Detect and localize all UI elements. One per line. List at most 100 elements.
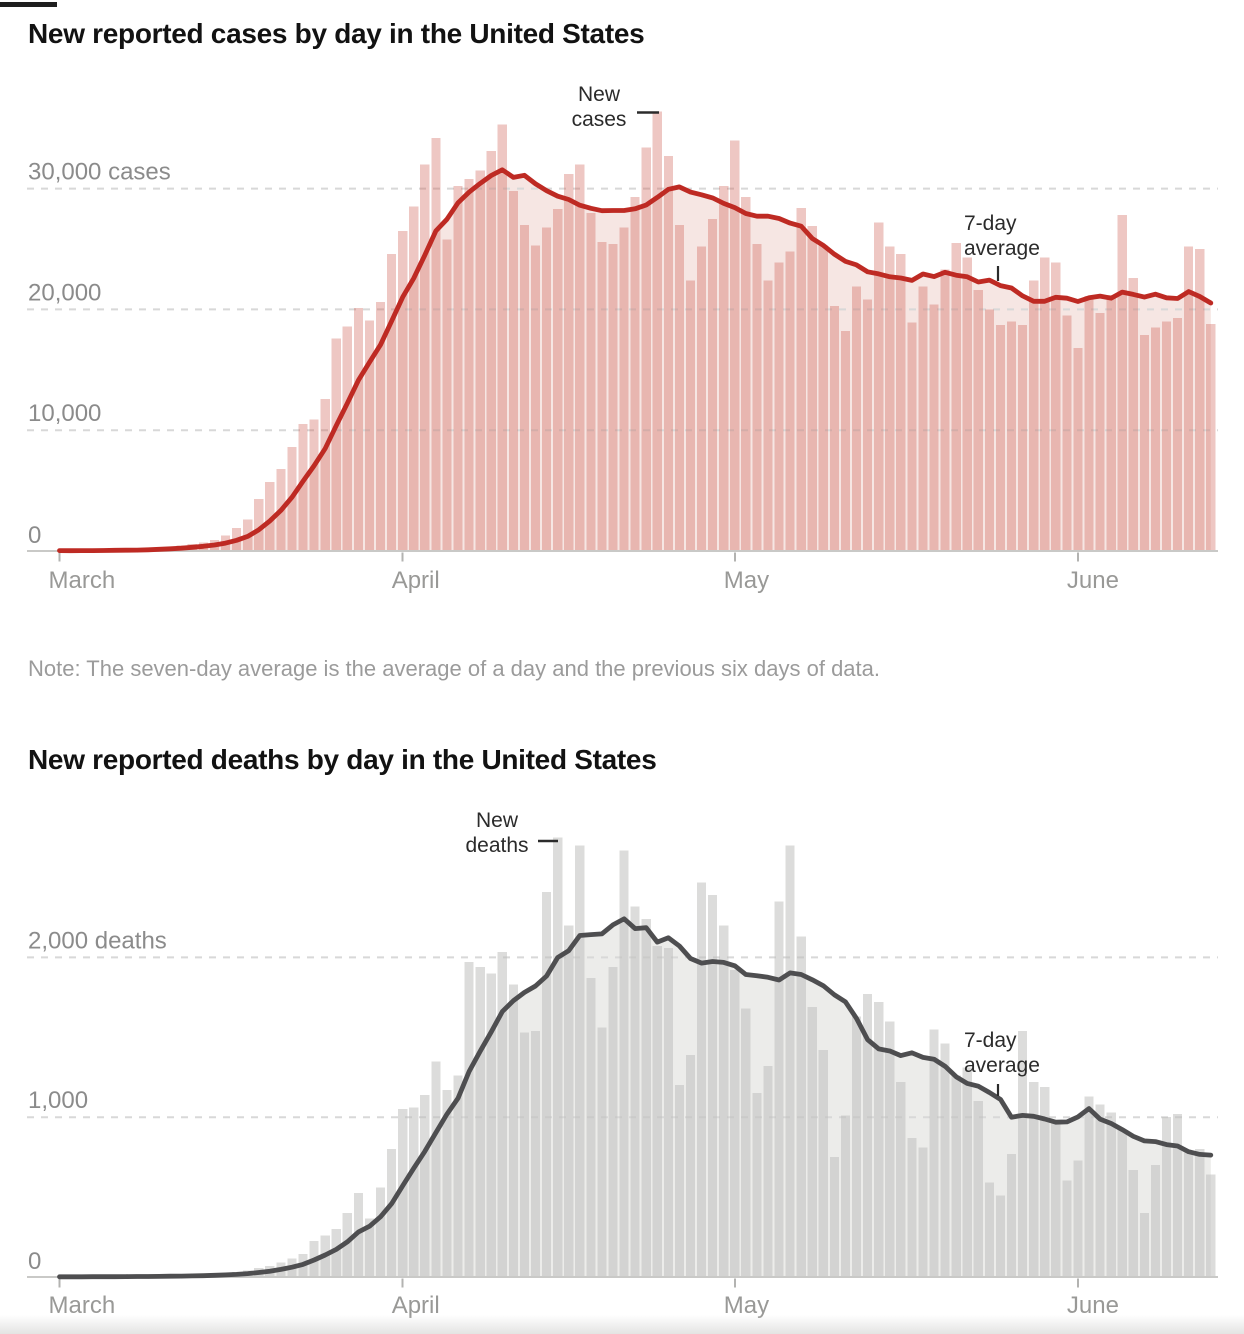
bar	[851, 1016, 862, 1277]
bar	[398, 1109, 408, 1277]
bar	[409, 206, 419, 551]
bar	[597, 1027, 607, 1277]
bar	[829, 1157, 839, 1277]
cases-bar-annotation: New cases	[556, 82, 642, 132]
bar	[597, 241, 607, 552]
annotation-line: average	[964, 1054, 1040, 1077]
bar	[542, 891, 552, 1277]
bar	[453, 186, 463, 551]
bar	[929, 304, 939, 551]
bar	[497, 124, 507, 551]
bar	[375, 302, 386, 551]
bar	[1117, 215, 1127, 551]
bar	[364, 320, 375, 551]
bar	[763, 280, 773, 551]
bar	[519, 224, 529, 552]
y-axis-label: 2,000 deaths	[28, 927, 167, 954]
bar	[962, 1067, 972, 1277]
bar	[1073, 348, 1083, 551]
bar	[586, 212, 596, 552]
x-axis-label: March	[49, 567, 116, 594]
bar	[630, 197, 640, 551]
avg-area	[59, 169, 1211, 552]
bar	[619, 850, 629, 1277]
bar	[387, 253, 397, 552]
bar	[1139, 334, 1149, 551]
bar	[564, 925, 574, 1277]
bar	[1161, 1117, 1172, 1277]
bar	[652, 111, 662, 552]
bar	[796, 207, 806, 551]
bar	[553, 209, 563, 551]
bar	[896, 1082, 906, 1277]
bar	[1006, 1154, 1017, 1277]
bar	[542, 227, 552, 552]
deaths-chart-title: New reported deaths by day in the United…	[28, 744, 657, 775]
bar	[863, 994, 873, 1277]
bar	[807, 226, 817, 551]
chart-note: Note: The seven-day average is the avera…	[28, 656, 881, 681]
bar	[973, 1101, 983, 1277]
bar	[464, 962, 474, 1277]
bar	[674, 1085, 684, 1277]
bar	[641, 147, 651, 551]
bar	[708, 218, 718, 552]
annotation-line: 7-day	[964, 1029, 1017, 1052]
bar	[674, 224, 684, 552]
bar	[663, 156, 673, 551]
bar	[298, 424, 308, 551]
bar	[885, 246, 895, 551]
bar	[265, 482, 275, 551]
bar-series	[77, 837, 1216, 1277]
bar	[342, 326, 352, 551]
deaths-chart: 1,000 2,000 deaths 0 March April May June	[27, 837, 1218, 1319]
bar	[1117, 1130, 1127, 1277]
bar	[1184, 246, 1194, 551]
bar	[1084, 296, 1094, 551]
y-axis-label: 10,000	[28, 400, 101, 427]
bar	[918, 286, 928, 551]
bar	[1062, 315, 1072, 551]
bar	[1006, 321, 1017, 551]
bar	[785, 251, 795, 551]
bar	[342, 1213, 352, 1277]
bar	[697, 882, 707, 1277]
y-axis-label: 0	[28, 1248, 41, 1275]
bar	[409, 1107, 419, 1277]
bottom-fade	[0, 1315, 1244, 1334]
y-axis-label: 0	[28, 522, 41, 549]
bar	[431, 137, 441, 551]
avg-line	[57, 916, 1214, 1280]
x-axis-label: April	[392, 1292, 440, 1319]
bar	[1150, 1165, 1160, 1277]
bar	[508, 191, 518, 551]
x-axis-label: April	[392, 567, 440, 594]
bar	[1195, 1149, 1205, 1277]
bar	[353, 308, 363, 551]
bar	[508, 984, 518, 1277]
bar	[608, 244, 618, 551]
bar	[475, 967, 485, 1277]
bar	[907, 1138, 917, 1277]
bar	[630, 906, 640, 1277]
cases-chart: 10,000 20,000 30,000 cases 0 March April May Ju…	[27, 111, 1218, 594]
bar	[364, 1218, 375, 1277]
bar	[586, 978, 596, 1277]
bar	[420, 1094, 430, 1277]
bar	[719, 925, 729, 1277]
bar	[1173, 317, 1183, 551]
bar	[398, 230, 408, 551]
annotation-line: cases	[571, 108, 627, 131]
y-axis-label: 30,000 cases	[28, 159, 171, 186]
bar	[608, 967, 618, 1277]
bar	[564, 174, 574, 551]
bar	[874, 222, 884, 551]
bar	[320, 398, 330, 551]
annotation-line: average	[964, 237, 1040, 260]
bar	[1161, 321, 1172, 551]
bar	[995, 325, 1006, 551]
bar	[818, 1050, 828, 1277]
bar	[774, 901, 784, 1277]
bar	[896, 253, 906, 552]
bar	[685, 1054, 696, 1277]
